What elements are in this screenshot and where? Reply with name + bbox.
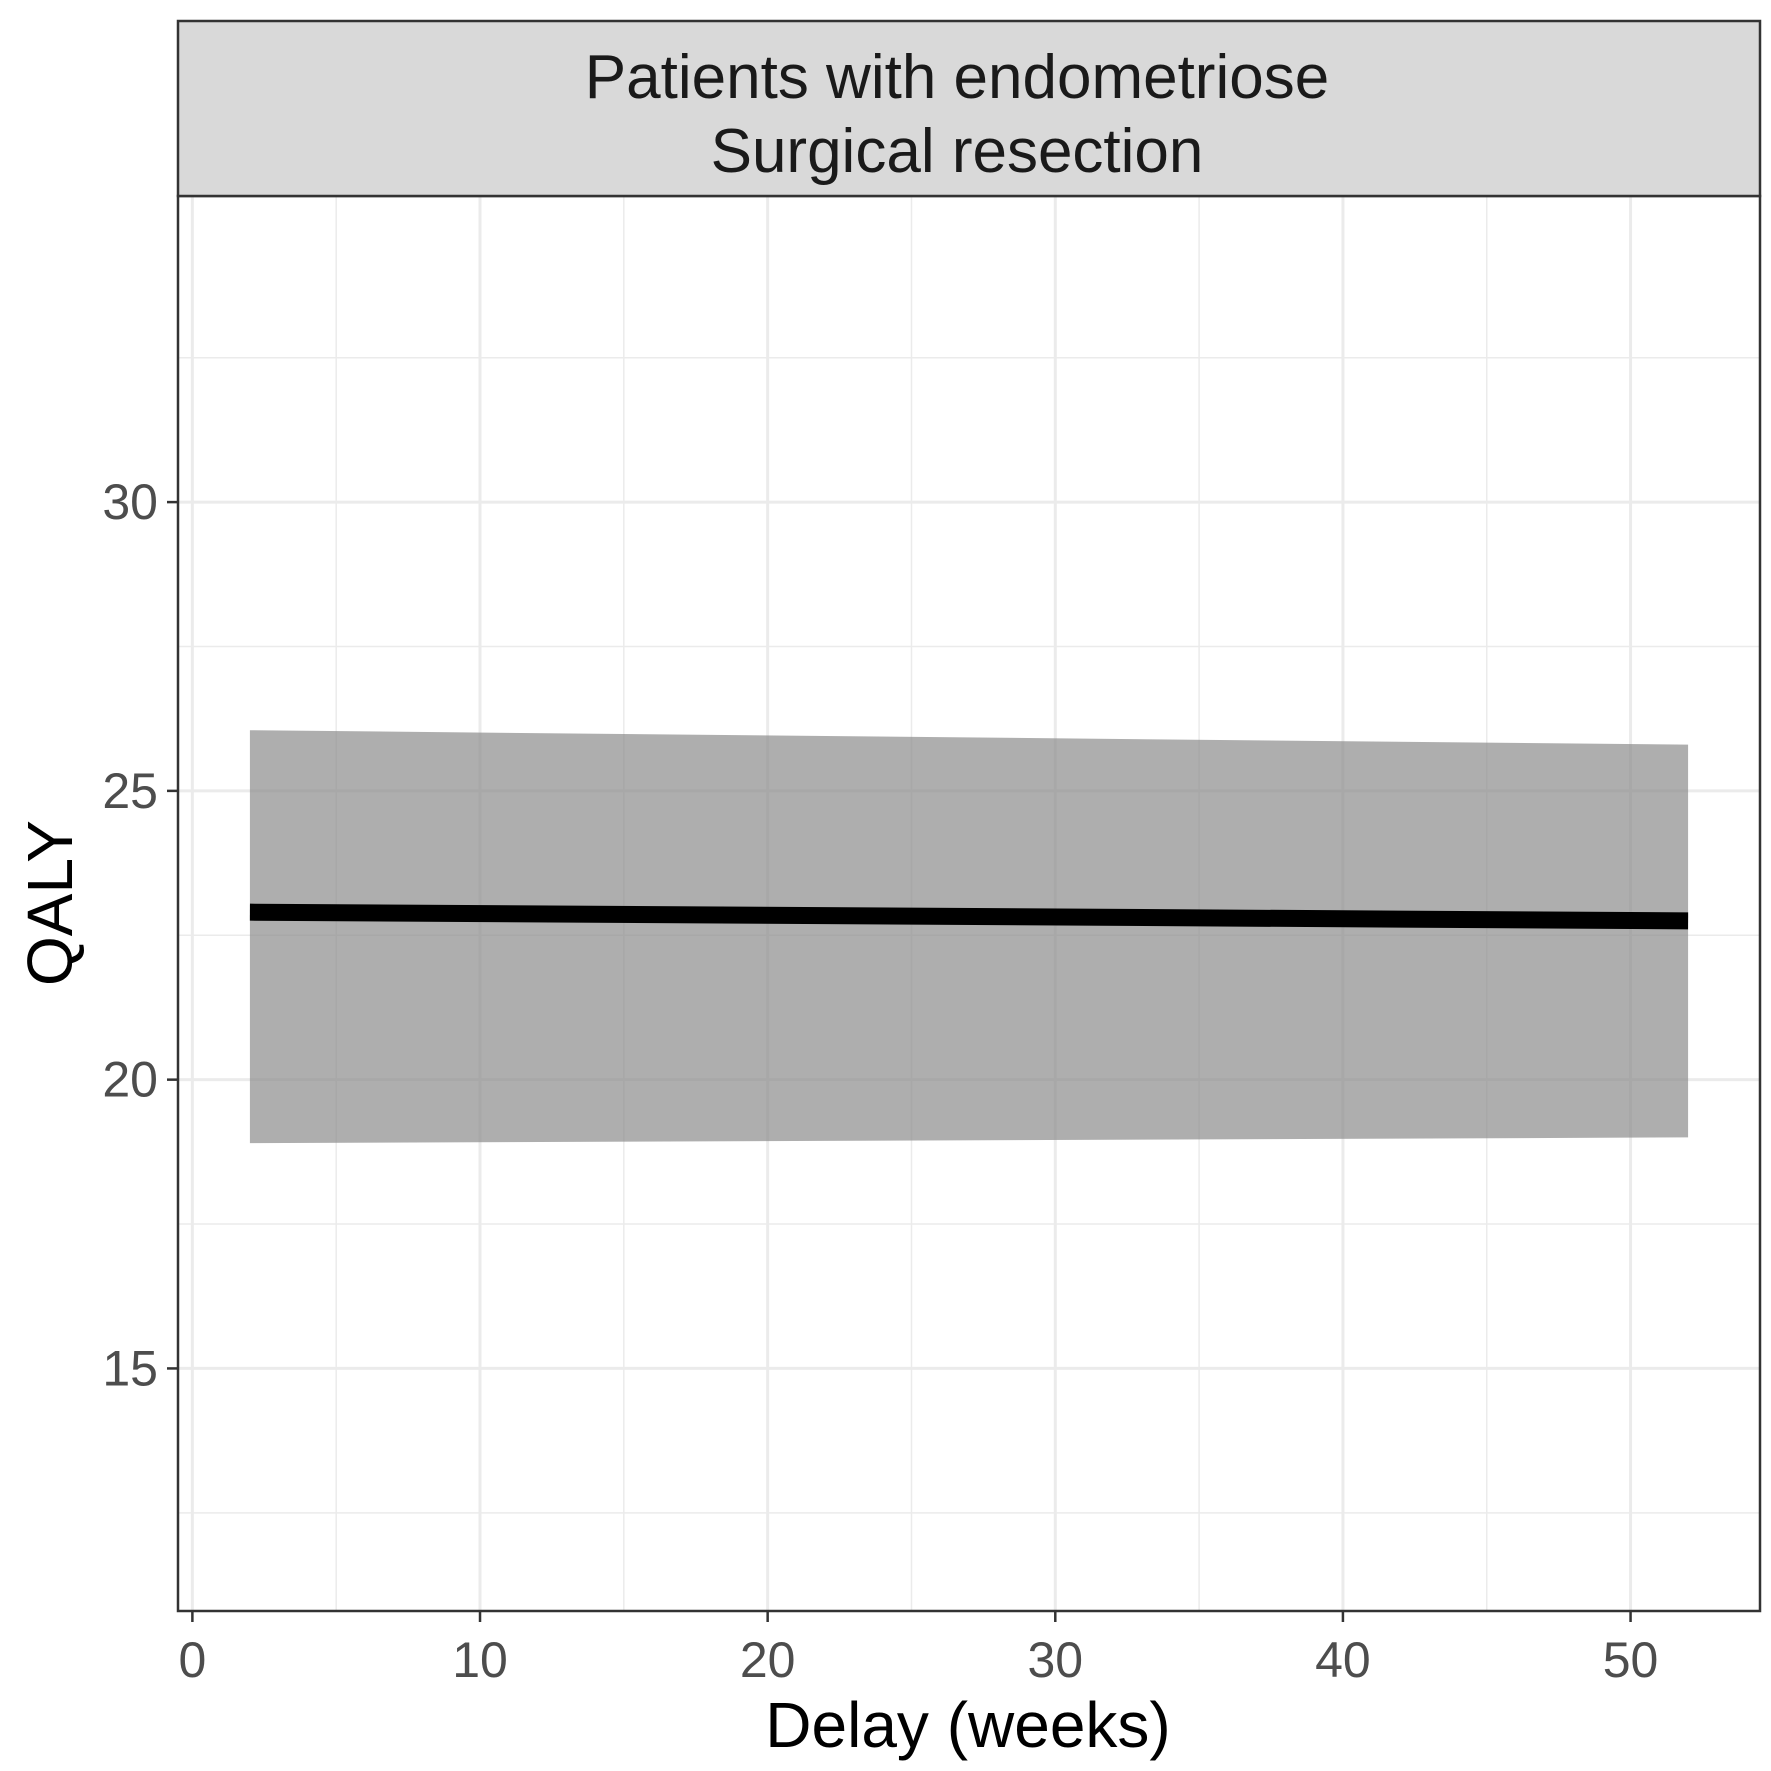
- x-tick-label: 10: [452, 1632, 508, 1688]
- y-tick-label: 20: [102, 1052, 158, 1108]
- series-line: [249, 903, 1689, 930]
- x-axis: 0 10 20 30 40 50: [178, 1611, 1658, 1688]
- y-axis-label: QALY: [14, 820, 86, 986]
- strip-background: [176, 19, 1762, 198]
- strip-label-line2: Surgical resection: [711, 117, 1204, 186]
- y-tick-label: 25: [102, 763, 158, 819]
- x-tick-label: 30: [1027, 1632, 1083, 1688]
- x-tick-label: 20: [740, 1632, 796, 1688]
- x-tick-label: 40: [1315, 1632, 1371, 1688]
- series-lines: [249, 903, 1689, 930]
- confidence-ribbon: [249, 730, 1689, 1144]
- x-axis-label: Delay (weeks): [765, 1689, 1170, 1761]
- x-tick-label: 0: [178, 1632, 206, 1688]
- confidence-ribbons: [249, 730, 1689, 1144]
- x-tick-label: 50: [1603, 1632, 1659, 1688]
- strip-label-line1: Patients with endometriose: [585, 43, 1329, 112]
- y-axis: 15 20 25 30: [102, 474, 178, 1396]
- y-tick-label: 15: [102, 1340, 158, 1396]
- y-tick-label: 30: [102, 474, 158, 530]
